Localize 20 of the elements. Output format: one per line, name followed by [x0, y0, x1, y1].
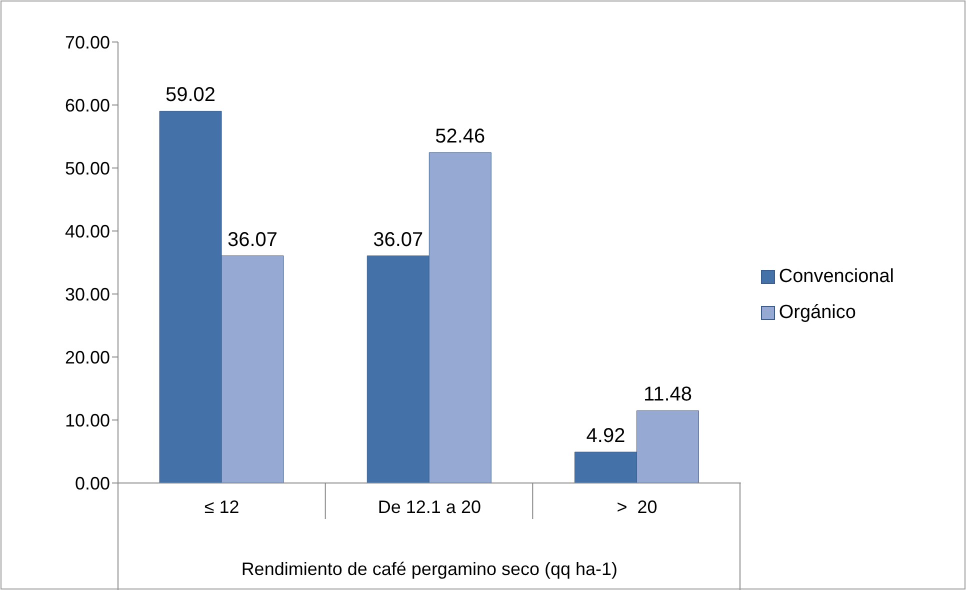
- y-tick-label: 40.00: [64, 221, 110, 242]
- data-label: 4.92: [586, 425, 626, 448]
- y-tick-label: 0.00: [74, 473, 110, 494]
- x-tick-label: ≤ 12: [204, 497, 240, 517]
- y-tick-label: 60.00: [64, 95, 110, 116]
- x-axis-title: Rendimiento de café pergamino seco (qq ha-1): [241, 559, 618, 579]
- legend-label: Convencional: [778, 266, 894, 288]
- data-label: 11.48: [643, 384, 692, 406]
- y-tick-label: 30.00: [64, 284, 110, 304]
- legend-label: Orgánico: [778, 302, 856, 324]
- data-label: 36.07: [227, 228, 278, 251]
- y-tick-label: 20.00: [64, 347, 110, 368]
- y-tick-label: 70.00: [64, 32, 110, 52]
- data-label: 36.07: [373, 228, 424, 251]
- x-tick-label: De 12.1 a 20: [378, 497, 481, 517]
- data-label: 59.02: [165, 84, 216, 106]
- x-tick-label: > 20: [616, 497, 658, 517]
- y-tick-label: 10.00: [64, 410, 110, 430]
- y-tick-label: 50.00: [64, 158, 110, 178]
- data-label: 52.46: [435, 126, 486, 148]
